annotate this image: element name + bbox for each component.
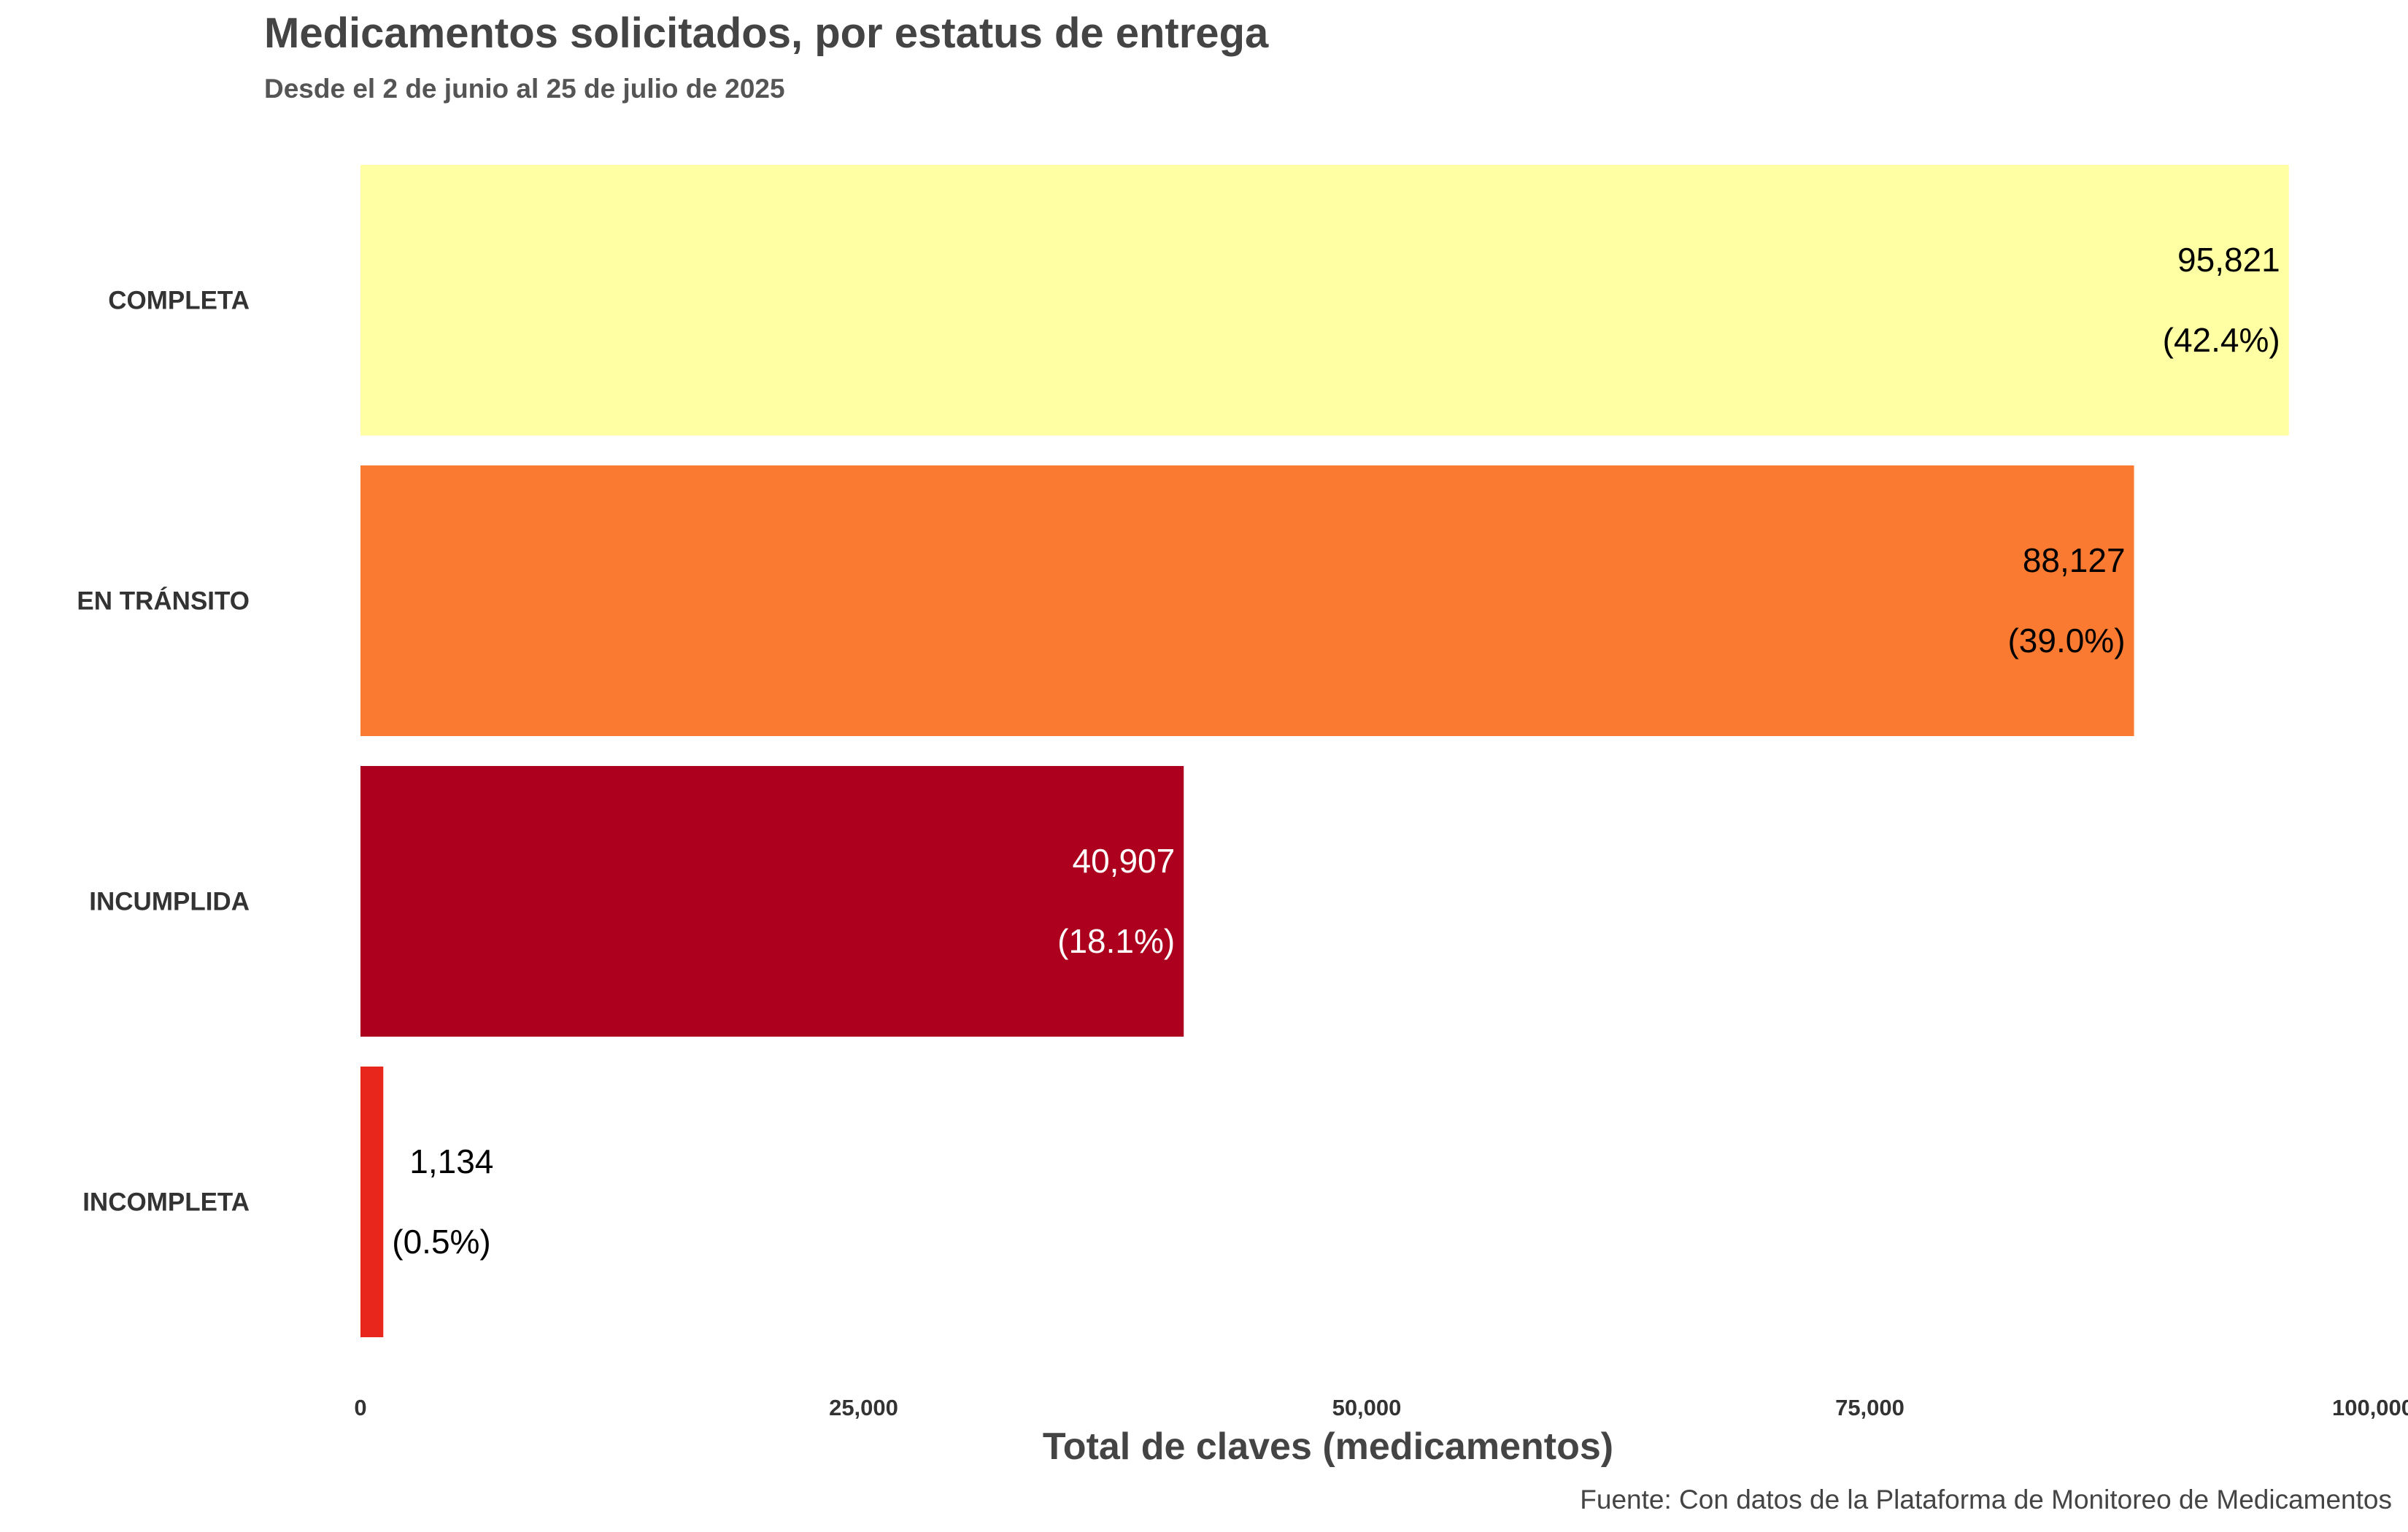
category-label: INCUMPLIDA: [89, 888, 250, 916]
x-tick-label: 50,000: [1332, 1395, 1402, 1420]
x-axis-ticks: 0 25,000 50,000 75,000 100,000: [354, 1395, 2408, 1420]
percent-label: (42.4%): [2163, 321, 2280, 359]
chart-subtitle: Desde el 2 de junio al 25 de julio de 20…: [264, 74, 785, 104]
x-tick-label: 75,000: [1835, 1395, 1905, 1420]
x-tick-label: 100,000: [2332, 1395, 2408, 1420]
category-label: INCOMPLETA: [82, 1188, 250, 1217]
x-tick-label: 0: [354, 1395, 366, 1420]
value-label: 40,907: [1073, 842, 1176, 880]
category-labels: COMPLETA EN TRÁNSITO INCUMPLIDA INCOMPLETA: [77, 287, 250, 1217]
x-tick-label: 25,000: [829, 1395, 898, 1420]
value-label: 88,127: [2023, 541, 2126, 579]
bar-completa: [360, 165, 2289, 436]
category-label: COMPLETA: [108, 287, 250, 315]
bars-group: [360, 165, 2289, 1337]
value-label: 95,821: [2177, 241, 2280, 279]
percent-label: (0.5%): [392, 1223, 490, 1261]
chart-title: Medicamentos solicitados, por estatus de…: [264, 9, 1269, 57]
percent-label: (39.0%): [2007, 622, 2125, 659]
bar-en-tránsito: [360, 465, 2134, 736]
bar-incumplida: [360, 766, 1184, 1037]
value-label: 1,134: [409, 1142, 493, 1180]
value-labels: 95,821 (42.4%) 88,127 (39.0%) 40,907 (18.1%) 1…: [392, 241, 2280, 1261]
x-axis-title: Total de claves (medicamentos): [1043, 1425, 1613, 1468]
percent-label: (18.1%): [1057, 922, 1175, 960]
category-label: EN TRÁNSITO: [77, 587, 250, 616]
chart-caption: Fuente: Con datos de la Plataforma de Mo…: [1580, 1485, 2392, 1514]
bar-incompleta: [360, 1067, 384, 1337]
